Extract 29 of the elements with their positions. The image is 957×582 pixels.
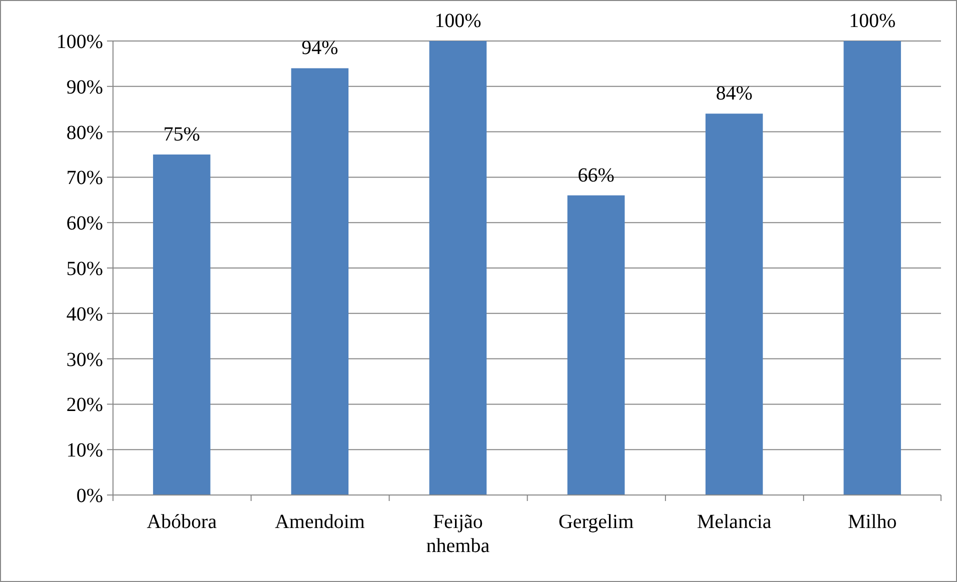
bar bbox=[291, 68, 348, 495]
y-tick-label: 20% bbox=[66, 394, 103, 416]
bar bbox=[567, 195, 625, 495]
bar bbox=[153, 154, 210, 495]
y-tick-label: 0% bbox=[76, 485, 103, 507]
data-label: 100% bbox=[848, 10, 896, 32]
data-label: 94% bbox=[301, 37, 338, 60]
x-tick-label: Amendoim bbox=[274, 511, 366, 533]
data-label: 75% bbox=[163, 124, 200, 146]
data-label: 100% bbox=[434, 10, 482, 32]
bar bbox=[706, 114, 763, 495]
y-tick-label: 80% bbox=[66, 122, 103, 144]
x-tick-label: Abóbora bbox=[146, 511, 217, 533]
x-tick-label: Milho bbox=[848, 511, 897, 533]
y-tick-label: 30% bbox=[66, 348, 103, 371]
x-tick-label: Feijão nhemba bbox=[426, 511, 490, 557]
y-tick-label: 70% bbox=[66, 167, 103, 190]
y-tick-label: 10% bbox=[66, 440, 103, 462]
y-tick-label: 40% bbox=[66, 303, 103, 326]
data-label: 66% bbox=[578, 164, 614, 186]
y-tick-label: 100% bbox=[56, 31, 103, 53]
y-tick-label: 60% bbox=[66, 212, 103, 235]
bar bbox=[429, 41, 487, 495]
y-tick-label: 90% bbox=[66, 76, 103, 98]
x-tick-label: Gergelim bbox=[558, 511, 634, 533]
data-label: 84% bbox=[716, 82, 753, 105]
bar bbox=[844, 41, 901, 495]
x-tick-label: Melancia bbox=[696, 511, 772, 533]
y-tick-label: 50% bbox=[66, 258, 103, 280]
